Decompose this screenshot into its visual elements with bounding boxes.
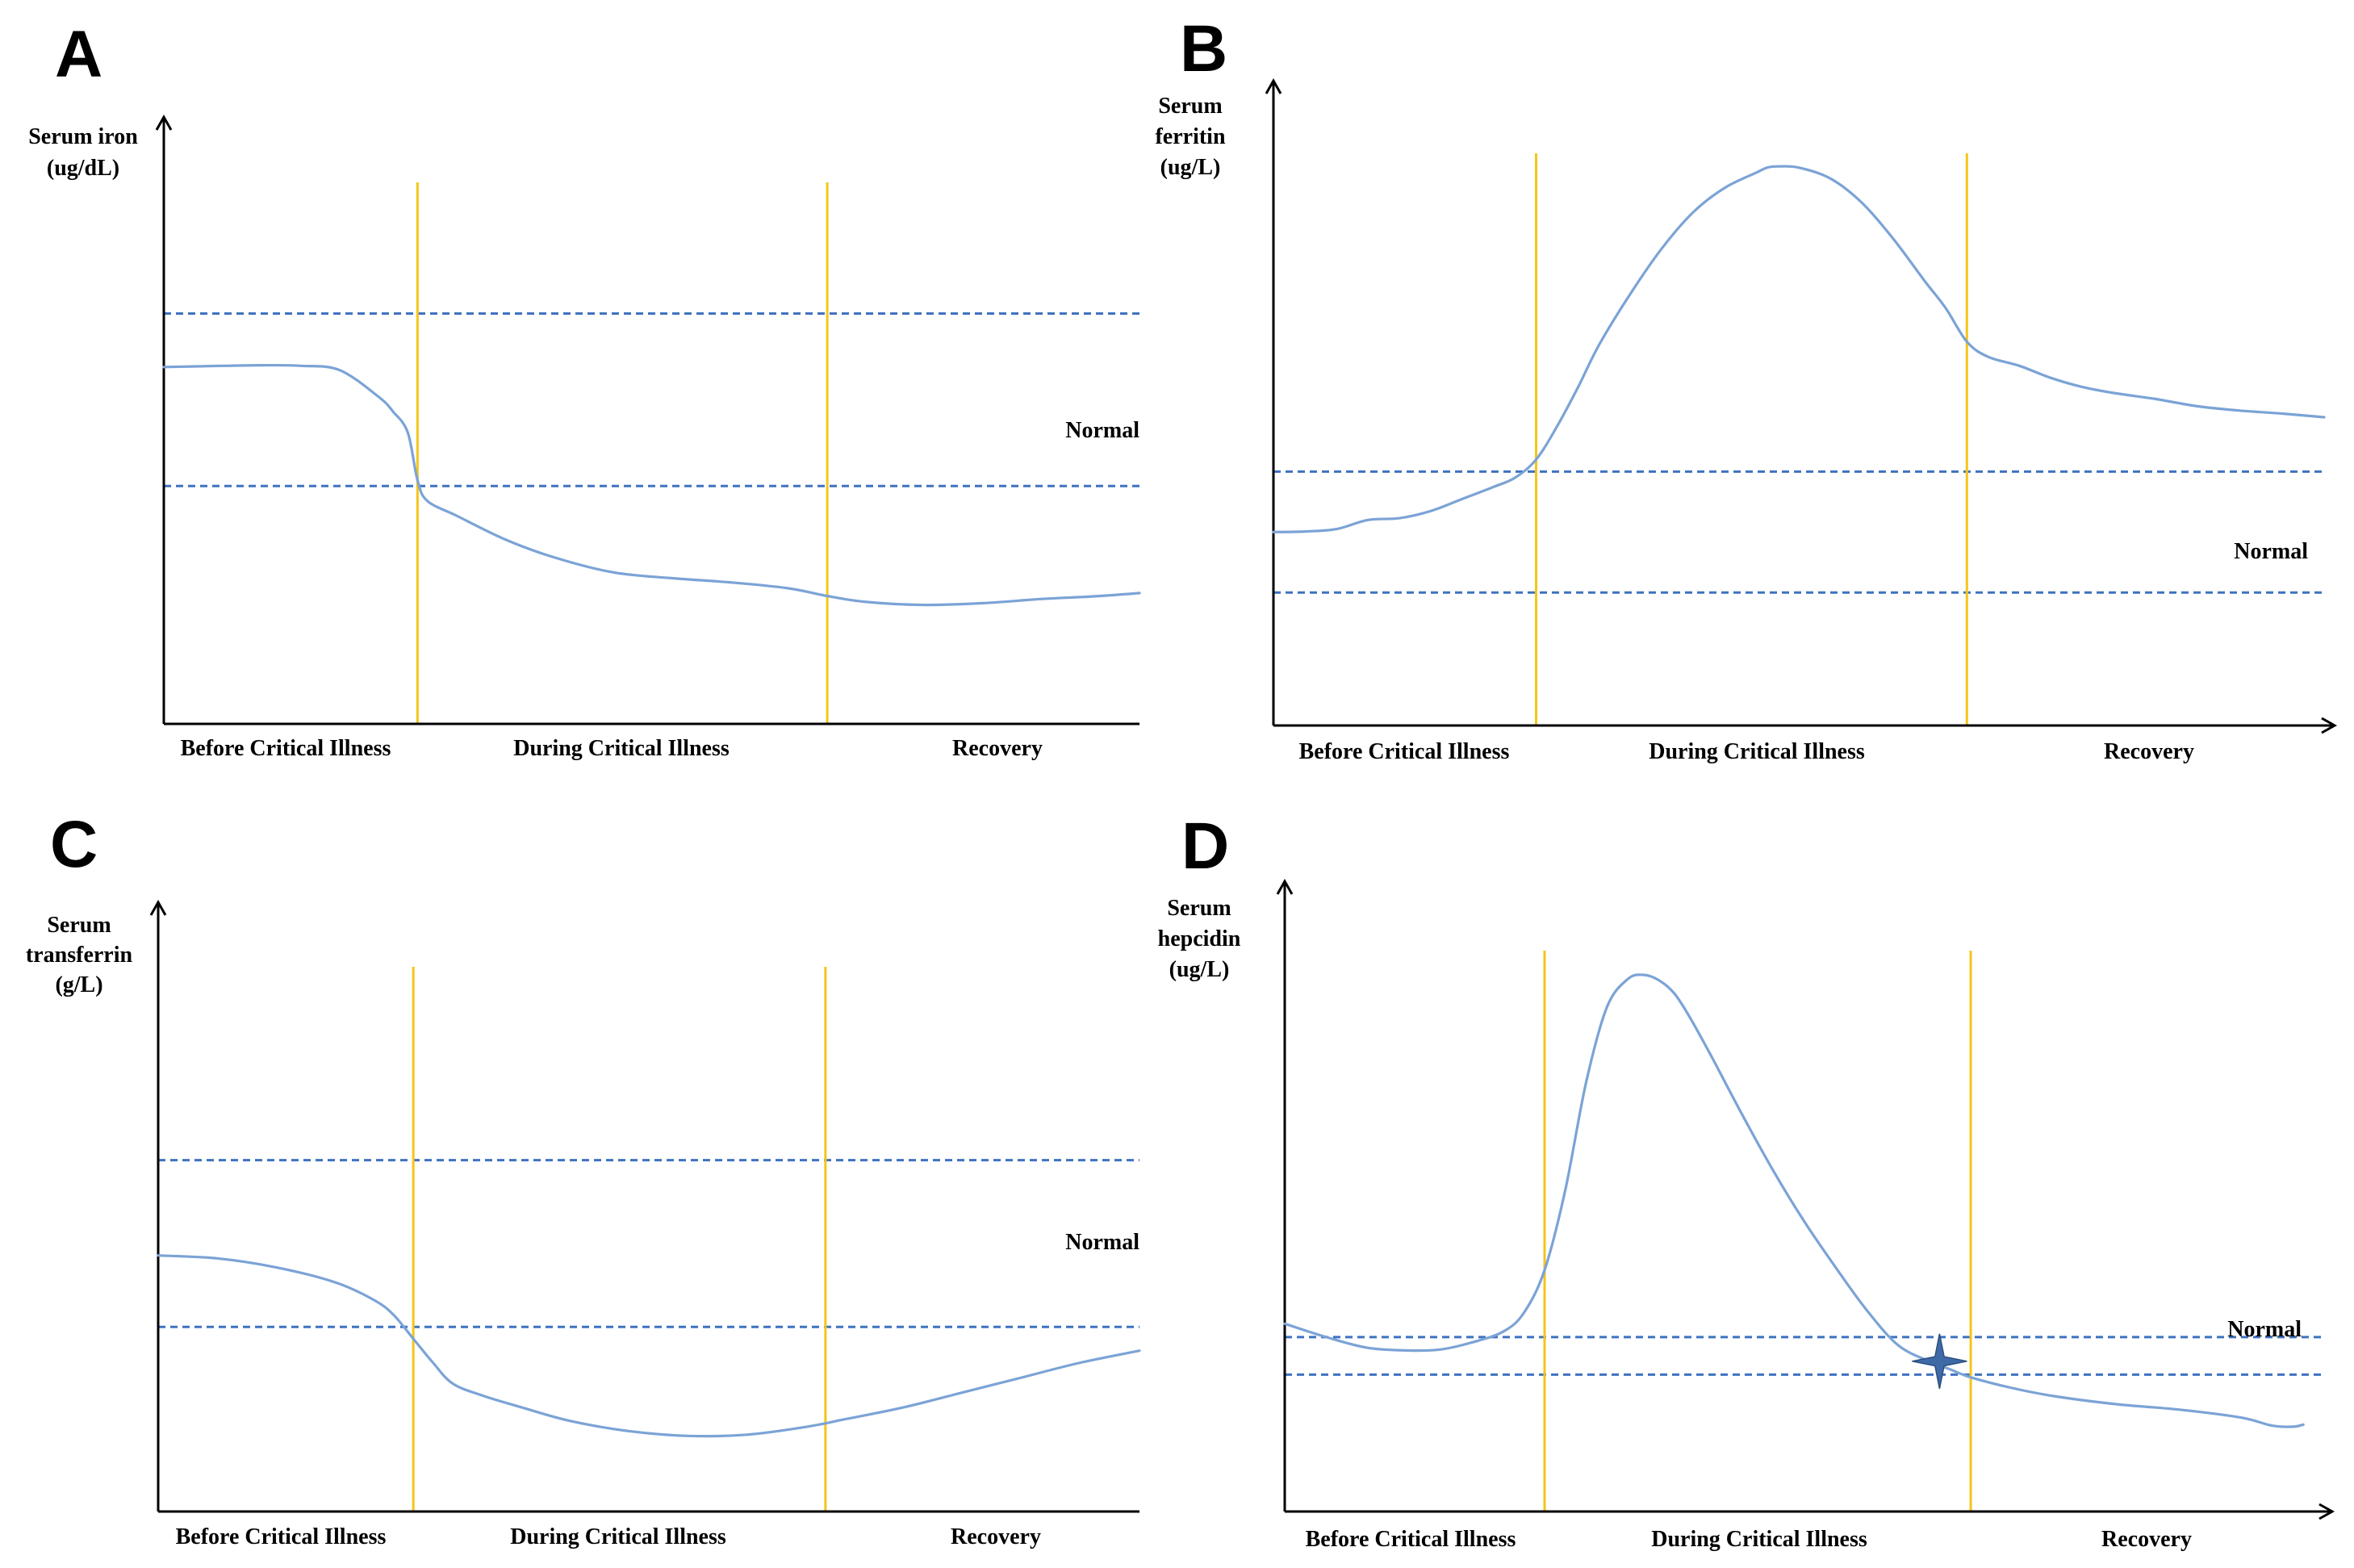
- y-axis-title-line: Serum: [1158, 94, 1222, 119]
- panel-label: A: [55, 18, 102, 91]
- y-axis-title-line: (ug/L): [1160, 155, 1221, 180]
- normal-range-label: Normal: [2227, 1317, 2302, 1342]
- series-line: [1283, 973, 2305, 1428]
- series-line: [1272, 165, 2326, 533]
- y-axis-arrowhead: [1276, 878, 1294, 895]
- phase-label-during: During Critical Illness: [1651, 1527, 1867, 1552]
- y-axis-title-line: ferritin: [1155, 124, 1225, 149]
- y-axis-title-line: (ug/L): [1169, 957, 1230, 982]
- phase-label-recovery: Recovery: [952, 736, 1043, 761]
- panel-b: B Serum ferritin (ug/L) Normal Before Cr…: [1155, 12, 2338, 764]
- phase-label-before: Before Critical Illness: [176, 1524, 387, 1549]
- plot-area: [1265, 77, 2338, 734]
- panel-a: A Serum iron (ug/dL) Normal Before Criti…: [28, 18, 1141, 761]
- x-axis-arrowhead: [2321, 717, 2338, 734]
- phase-label-recovery: Recovery: [2101, 1527, 2192, 1552]
- normal-range-label: Normal: [2234, 539, 2308, 564]
- phase-label-before: Before Critical Illness: [1306, 1527, 1516, 1552]
- y-axis-arrowhead: [155, 114, 173, 131]
- panel-c: C Serum transferrin (g/L) Normal Before …: [26, 808, 1141, 1549]
- phase-label-recovery: Recovery: [2104, 739, 2194, 764]
- phase-label-during: During Critical Illness: [1649, 739, 1865, 764]
- plot-area: [149, 899, 1141, 1513]
- normal-range-label: Normal: [1065, 418, 1139, 443]
- phase-label-before: Before Critical Illness: [181, 736, 391, 761]
- x-axis-arrowhead: [2318, 1503, 2335, 1520]
- y-axis-title-line: transferrin: [26, 943, 133, 968]
- y-axis-title-line: Serum iron: [28, 124, 138, 149]
- series-line: [162, 363, 1141, 607]
- plot-area: [155, 114, 1141, 725]
- phase-label-recovery: Recovery: [951, 1524, 1041, 1549]
- y-axis-title-line: hepcidin: [1158, 926, 1241, 951]
- y-axis-title-line: (g/L): [55, 972, 102, 997]
- star-marker-icon: [1912, 1333, 1967, 1389]
- phase-label-during: During Critical Illness: [513, 736, 730, 761]
- y-axis-arrowhead: [149, 899, 167, 916]
- panel-d: D Serum hepcidin (ug/L) Normal Before Cr…: [1158, 809, 2335, 1552]
- plot-area: [1276, 878, 2335, 1520]
- y-axis-title-line: (ug/dL): [47, 156, 119, 181]
- panel-label: D: [1181, 809, 1229, 883]
- y-axis-arrowhead: [1265, 77, 1282, 94]
- panel-label: C: [50, 808, 98, 881]
- normal-range-label: Normal: [1065, 1230, 1139, 1255]
- y-axis-title-line: Serum: [1167, 896, 1231, 921]
- series-line: [157, 1254, 1141, 1438]
- phase-label-before: Before Critical Illness: [1299, 739, 1510, 764]
- y-axis-title-line: Serum: [47, 913, 111, 938]
- phase-label-during: During Critical Illness: [510, 1524, 726, 1549]
- panel-label: B: [1180, 12, 1227, 86]
